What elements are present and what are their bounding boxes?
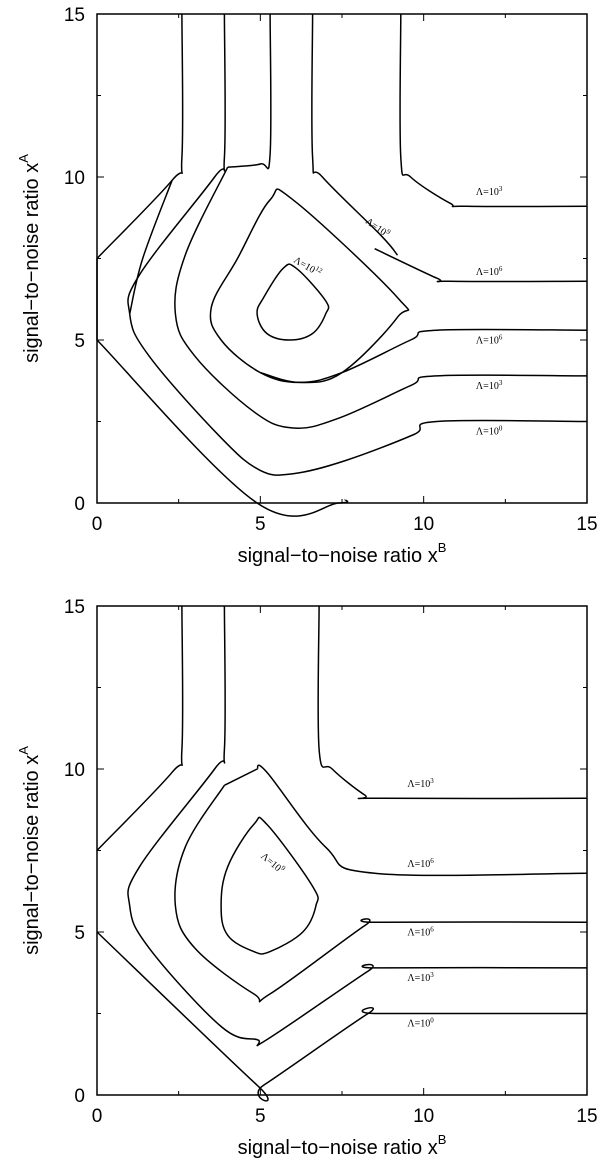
x-tick-label: 10: [413, 514, 434, 535]
x-tick-label: 15: [576, 514, 597, 535]
y-tick-label: 10: [64, 168, 85, 189]
chart-panel-1: 0 5 10 15 0 5 10 15 Λ=103 Λ=106 Λ=106 Λ=103 Λ=100 Λ=1…: [16, 5, 598, 567]
contour-label: Λ=106: [407, 925, 434, 938]
contour-label-text: Λ=106: [407, 857, 434, 870]
contour-label-exponent: 3: [430, 971, 434, 979]
x-tick-label: 15: [576, 1106, 597, 1127]
contour-line-10: [399, 13, 588, 208]
contour-label: Λ=1012: [292, 253, 325, 279]
contour-label-text: Λ=103: [476, 185, 503, 198]
x-axis-label: signal−to−noise ratio xB: [238, 1132, 447, 1159]
contour-label-exponent: 3: [499, 379, 503, 387]
contour-label-exponent: 6: [430, 925, 434, 933]
contour-label: Λ=106: [476, 333, 503, 346]
contour-line-4: [127, 13, 588, 476]
y-tick-label: 5: [74, 331, 85, 352]
contour-label: Λ=109: [258, 849, 287, 876]
y-axis-label-sup: A: [16, 154, 31, 163]
contour-label-exponent: 6: [430, 857, 434, 865]
contour-label: Λ=100: [476, 425, 503, 438]
contour-label: Λ=106: [476, 265, 503, 278]
contour-label-text: Λ=103: [407, 777, 434, 790]
contour-line-4: [317, 605, 588, 800]
x-axis-label-sup: B: [438, 1132, 447, 1147]
y-axis-label-group: signal−to−noise ratio xA: [16, 746, 43, 955]
x-tick-label: 10: [413, 1106, 434, 1127]
contour-label: Λ=106: [407, 857, 434, 870]
y-axis-label: signal−to−noise ratio xA: [16, 746, 43, 955]
contour-line-3: [127, 605, 588, 1047]
contour-line-3: [96, 339, 349, 517]
contour-line-5: [256, 764, 588, 877]
contour-line-7: [227, 13, 272, 170]
closed-contour-2: [256, 263, 330, 341]
contour-label-exponent: 3: [499, 185, 503, 193]
contour-label-text: Λ=106: [407, 925, 434, 938]
contour-line-2: [96, 931, 587, 1102]
contour-label-exponent: 9: [385, 228, 393, 237]
plot-frame: [96, 605, 588, 1096]
contour-label-text: Λ=100: [476, 425, 503, 438]
contour-line-8: [311, 13, 399, 256]
contour-label: Λ=103: [407, 971, 434, 984]
contour-label-text: Λ=103: [476, 379, 503, 392]
contour-label-exponent: 0: [430, 1017, 434, 1025]
contour-label-exponent: 6: [499, 333, 503, 341]
contour-label-exponent: 3: [430, 777, 434, 785]
contour-label: Λ=100: [407, 1017, 434, 1030]
contour-line-1: [96, 605, 184, 852]
contour-line-11: [374, 248, 588, 283]
contour-label-exponent: 9: [279, 864, 287, 873]
y-tick-label: 15: [64, 5, 85, 26]
closed-contour-1: [209, 188, 410, 384]
contour-label-exponent: 12: [314, 265, 324, 276]
contour-line-2: [96, 13, 184, 260]
contour-line-6: [174, 166, 588, 429]
contour-label: Λ=103: [476, 379, 503, 392]
y-axis-label-group: signal−to−noise ratio xA: [16, 154, 43, 363]
contour-label: Λ=103: [407, 777, 434, 790]
x-tick-label: 0: [92, 1106, 103, 1127]
contour-label-text: Λ=100: [407, 1017, 434, 1030]
y-axis-label-sup: A: [16, 746, 31, 755]
contour-label: Λ=109: [363, 214, 392, 240]
contour-label-text: Λ=1012: [292, 253, 325, 279]
x-axis-label: signal−to−noise ratio xB: [238, 540, 447, 567]
contour-label-exponent: 0: [499, 425, 503, 433]
contour-line-6: [174, 784, 588, 1003]
contour-label-text: Λ=106: [476, 333, 503, 346]
contour-label-text: Λ=109: [363, 214, 392, 240]
contour-label-text: Λ=106: [476, 265, 503, 278]
contour-line-5: [128, 180, 173, 315]
x-tick-label: 5: [255, 514, 266, 535]
contour-line-9: [260, 328, 588, 384]
y-tick-label: 15: [64, 597, 85, 618]
x-tick-label: 0: [92, 514, 103, 535]
y-tick-label: 0: [74, 494, 85, 515]
y-axis-label: signal−to−noise ratio xA: [16, 154, 43, 363]
chart-panel-2: 0 5 10 15 0 5 10 15 Λ=103 Λ=106 Λ=106 Λ=103 Λ=100 Λ=1…: [16, 597, 598, 1159]
contour-label-exponent: 6: [499, 265, 503, 273]
plot-frame: [96, 13, 588, 504]
y-tick-label: 5: [74, 923, 85, 944]
y-tick-label: 0: [74, 1086, 85, 1107]
contour-label-text: Λ=109: [258, 849, 287, 876]
contour-label: Λ=103: [476, 185, 503, 198]
closed-contour-1: [220, 816, 319, 955]
y-tick-label: 10: [64, 760, 85, 781]
contour-label-text: Λ=103: [407, 971, 434, 984]
x-axis-label-sup: B: [438, 540, 447, 555]
x-tick-label: 5: [255, 1106, 266, 1127]
contour-line-7: [224, 768, 258, 786]
